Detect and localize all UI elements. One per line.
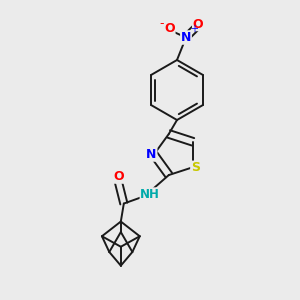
Text: +: + [190,24,198,34]
Text: S: S [191,161,200,174]
Text: O: O [164,22,175,35]
Text: N: N [146,148,157,161]
Text: O: O [114,170,124,183]
Text: NH: NH [140,188,160,201]
Text: N: N [181,31,191,44]
Text: O: O [193,17,203,31]
Text: -: - [160,17,164,31]
